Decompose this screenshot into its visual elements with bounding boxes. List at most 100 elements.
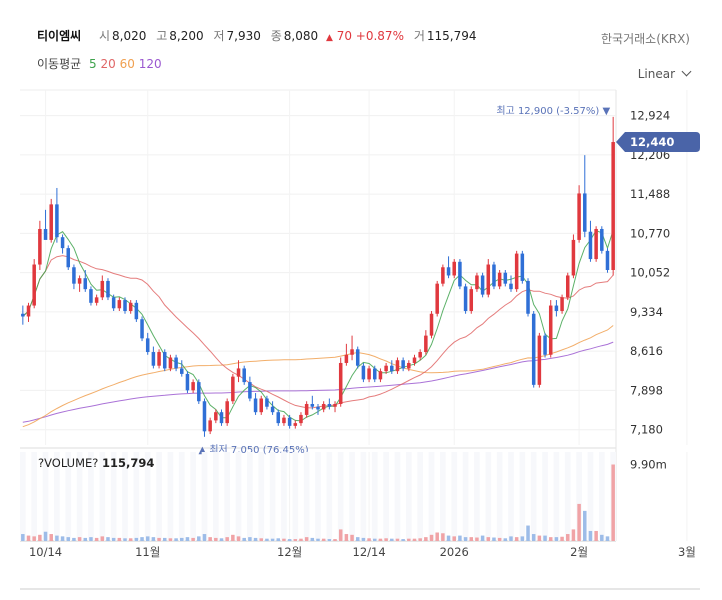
- candle-body: [134, 302, 139, 320]
- volume-bar: [611, 464, 615, 541]
- candle: [565, 272, 570, 301]
- candle-body: [588, 231, 593, 260]
- volume-bar: [197, 536, 201, 541]
- volume-bg-column: [485, 452, 492, 541]
- candle: [469, 286, 474, 314]
- ma120-label[interactable]: 120: [138, 57, 162, 71]
- candle: [378, 368, 383, 383]
- volume-bar: [157, 537, 161, 541]
- candle-body: [577, 193, 581, 240]
- stock-header: 티이엠씨 시 8,020 고 8,200 저 7,930 종 8,080 ▲ 70 +0…: [37, 27, 476, 44]
- candle: [236, 360, 241, 383]
- change-amount: 70: [336, 29, 352, 43]
- ma20-label[interactable]: 20: [100, 57, 116, 71]
- candle-body: [94, 297, 99, 303]
- volume-bg-column: [462, 452, 469, 541]
- candle-body: [310, 403, 315, 407]
- candle: [299, 412, 303, 426]
- candle: [605, 248, 610, 273]
- high-value: 8,200: [169, 29, 204, 43]
- change-value: ▲ 70 +0.87%: [326, 29, 404, 43]
- candle: [231, 373, 235, 404]
- volume-bar: [253, 537, 258, 541]
- candle-body: [43, 228, 48, 240]
- candle: [49, 198, 53, 243]
- price-tick-label: 8,616: [630, 344, 663, 358]
- candle-body: [140, 319, 144, 339]
- volume-bar: [548, 537, 553, 541]
- volume-bar: [270, 538, 275, 541]
- candle-body: [435, 283, 439, 314]
- candle-body: [373, 368, 377, 380]
- candle-body: [486, 264, 491, 295]
- candle: [514, 250, 519, 292]
- volume-bg-column: [440, 452, 446, 541]
- volume-bar: [219, 538, 224, 541]
- candle: [174, 354, 178, 372]
- candle-body: [89, 289, 93, 303]
- ma60-label[interactable]: 60: [119, 57, 135, 71]
- volume-bar: [497, 537, 502, 541]
- candle: [497, 270, 502, 290]
- volume-bar: [117, 537, 122, 541]
- current-price-badge: [616, 132, 700, 153]
- volume-bar: [180, 537, 184, 541]
- volume-bar: [395, 538, 400, 541]
- volume-bg-column: [349, 452, 355, 541]
- volume-bar: [49, 534, 53, 541]
- volume-bg-column: [587, 452, 594, 541]
- candle-body: [361, 365, 366, 380]
- candle-body: [265, 398, 269, 407]
- candle-body: [253, 398, 258, 413]
- candle-body: [378, 371, 383, 380]
- candle: [424, 330, 428, 355]
- candle: [248, 376, 252, 402]
- volume-bar: [373, 538, 377, 541]
- volume-bar: [503, 538, 508, 541]
- moving-average-legend: 이동평균 5 20 60 120: [37, 55, 162, 72]
- volume-bg-column: [508, 452, 514, 541]
- candle: [407, 360, 411, 372]
- candle: [594, 226, 598, 262]
- date-tick-label: 12/14: [353, 545, 386, 559]
- volume-bar: [486, 537, 491, 541]
- candle-body: [543, 335, 547, 355]
- volume-bar: [32, 536, 36, 541]
- volume-bar: [327, 539, 332, 541]
- candle-body: [600, 228, 604, 251]
- chart-annotations: 최고 12,900 (-3.57%) ▼▲ 최저 7,050 (76.45%)1…: [198, 105, 700, 456]
- stock-name: 티이엠씨: [37, 29, 82, 43]
- volume-bar: [43, 531, 48, 541]
- ma120-line: [22, 341, 614, 423]
- candle: [338, 357, 343, 407]
- volume-bar: [77, 537, 82, 541]
- volume-bar: [276, 538, 281, 541]
- volume-bar: [333, 539, 337, 541]
- candle: [287, 414, 292, 429]
- candle: [191, 379, 195, 394]
- candle: [100, 275, 105, 301]
- scale-type-dropdown[interactable]: Linear: [638, 66, 692, 81]
- candle-body: [390, 365, 394, 372]
- candle: [458, 259, 462, 290]
- ma5-label[interactable]: 5: [89, 57, 97, 71]
- candle: [486, 259, 491, 298]
- candle: [435, 280, 439, 317]
- volume-bar: [310, 537, 315, 541]
- volume-bg-column: [31, 452, 38, 541]
- volume-bar: [509, 536, 513, 541]
- candle-body: [242, 368, 246, 383]
- volume-bar: [378, 538, 383, 541]
- volume-bar: [355, 537, 360, 541]
- candle-body: [128, 302, 133, 312]
- candle: [162, 349, 167, 372]
- volume-bar: [520, 536, 525, 541]
- candle: [60, 234, 65, 254]
- volume-bg-column: [371, 452, 378, 541]
- date-axis: 10/14 11월 12월 12/14 2026 2월 3월: [29, 545, 696, 559]
- volume-bar: [282, 538, 286, 541]
- volume-bg-column: [428, 452, 435, 541]
- candle: [253, 393, 258, 415]
- candle: [611, 116, 615, 276]
